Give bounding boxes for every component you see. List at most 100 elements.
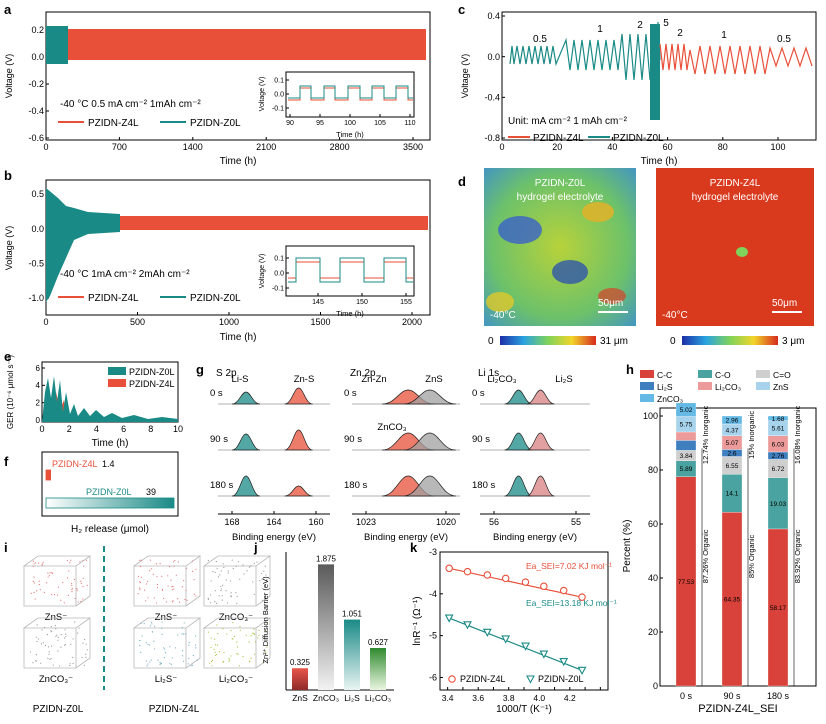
rate-labels-c: 0.51 2 52 1 0.5 (533, 18, 791, 45)
cube-particle (32, 565, 34, 568)
panel-letter-i: i (4, 540, 8, 555)
cube-particle (220, 588, 223, 590)
map-blob (486, 292, 514, 312)
xps-row-label: 90 s (210, 434, 228, 445)
y-axis-b-tick-label: -1.0 (28, 293, 44, 303)
y-ticks-c: -0.8 -0.4 0.0 0.4 (484, 11, 505, 143)
scale-label-z4l: 50μm (772, 298, 797, 309)
cube-particle (194, 644, 197, 646)
cube-particle (165, 601, 168, 603)
bar-f (45, 469, 51, 481)
segment-value-label: 14.1 (726, 491, 739, 498)
legend-label-z0l-b: PZIDN-Z0L (190, 293, 241, 304)
cube-particle (60, 634, 62, 636)
colorbar-max-z0l: 31 μm (600, 336, 628, 347)
fit-line (448, 617, 583, 671)
cube-particle (161, 633, 163, 635)
plot-frame-f (41, 451, 179, 517)
x-axis-e-tick-label: 6 (121, 424, 126, 434)
inset-x-a-tick-label: 110 (404, 120, 415, 127)
cube-particle (183, 622, 185, 624)
panel-letter-b: b (4, 168, 12, 183)
cube-particle (232, 638, 234, 640)
cube-particle (222, 628, 224, 630)
bar-j (344, 619, 360, 690)
xps-peak-label: Li₂CO₃ (487, 374, 516, 385)
data-point-z4l (540, 582, 548, 591)
cube-particle (42, 642, 44, 644)
cube-particle (239, 578, 241, 580)
series-trace-z0l-c (509, 21, 661, 121)
y-axis-k-tick-label: -3 (429, 547, 437, 557)
cube-particle (192, 654, 195, 657)
cube-particle (236, 641, 238, 643)
group-label-z4l: PZIDN-Z4L (149, 704, 200, 715)
x-axis-e-tick-label: 4 (94, 424, 99, 434)
cube-particle (253, 653, 256, 655)
cube-particle (242, 564, 244, 566)
cube-particle (191, 570, 194, 572)
cube-particle (58, 665, 61, 667)
inorganic-label: 12.74% Inorganic (701, 405, 710, 464)
cube-particle (230, 629, 232, 632)
y-axis-a-tick-label: 0.2 (31, 25, 44, 35)
cube-particle (263, 570, 265, 572)
rate-label: 2 (677, 28, 683, 39)
cube-particle (221, 599, 224, 601)
segment-value-label: 58.17 (770, 605, 787, 612)
bar-j (318, 564, 334, 690)
legend-label-z4l-a: PZIDN-Z4L (88, 118, 139, 129)
cube-particle (221, 595, 223, 597)
cube-particle (48, 651, 50, 653)
x-axis-b-tick-label: 1500 (310, 317, 330, 327)
cube-label: ZnCO₃⁻ (219, 612, 253, 623)
cube-particle (62, 581, 64, 584)
cube-particle (184, 598, 186, 601)
segment-value-label: 2.76 (772, 453, 785, 460)
inset-x-b-tick-label: 150 (356, 299, 368, 306)
series-band-z0l-b (46, 188, 120, 302)
cube-particle (144, 589, 146, 591)
bar-category-label: Li₂S (344, 693, 360, 703)
cube-particle (140, 622, 142, 624)
y-axis-label-b: Voltage (V) (4, 226, 14, 271)
cube-particle (69, 562, 71, 564)
y-axis-e-tick-label: 4 (36, 381, 41, 390)
panel-letter-e: e (4, 349, 11, 364)
cube-particle (139, 566, 142, 568)
xps-x-label: Binding energy (eV) (493, 532, 577, 543)
cube-particle (149, 625, 152, 627)
y-axis-c-tick-label: -0.4 (484, 92, 500, 102)
cube-particle (239, 626, 241, 628)
cube-particle (38, 580, 40, 582)
cube-particle (159, 663, 161, 666)
data-point-z4l (501, 574, 510, 583)
cube-particle (154, 648, 156, 650)
legend-swatch-h (698, 382, 712, 390)
organic-label: 83.92% Organic (793, 529, 802, 583)
cube-particle (71, 587, 73, 589)
xps-row-label: 180 s (472, 480, 495, 491)
cube-particle (55, 628, 57, 630)
cube-particle (253, 562, 255, 564)
cube-particle (230, 655, 232, 657)
cube-particle (151, 631, 154, 633)
x-axis-c-tick-label: 40 (607, 142, 617, 152)
cube-particle (159, 562, 161, 565)
cube-particle (237, 561, 239, 563)
legend-swatch-h (640, 370, 654, 378)
cube-particle (254, 641, 257, 643)
cube-particle (177, 634, 179, 636)
cube-particle (139, 559, 141, 561)
series-band-z4l-b (46, 216, 428, 230)
segment-value-label: 3.84 (680, 453, 693, 460)
cube-particle (230, 595, 232, 598)
panel-letter-g: g (196, 362, 204, 377)
cube-particle (53, 594, 56, 596)
cube-label: Li₂S⁻ (155, 674, 177, 685)
cube-particle (149, 570, 151, 572)
cube-particle (76, 588, 78, 590)
cube-particle (172, 585, 174, 588)
cube-particle (156, 587, 159, 589)
cube-label: Li₂CO₃⁻ (219, 674, 253, 685)
